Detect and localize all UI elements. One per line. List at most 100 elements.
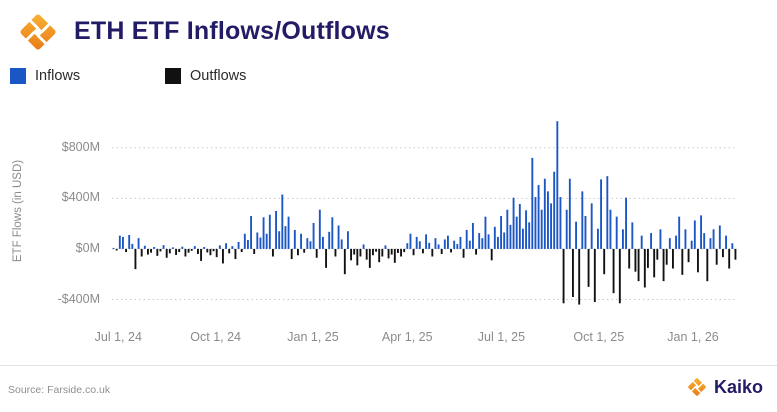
inflow-bar (725, 235, 728, 249)
outflow-bar (365, 248, 368, 260)
outflow-bar (618, 248, 621, 304)
inflow-bar (193, 246, 196, 249)
outflow-bar (359, 248, 362, 257)
inflow-bar (731, 243, 734, 249)
inflow-bar (384, 245, 387, 249)
inflow-bar (534, 197, 537, 249)
inflow-bar (281, 194, 284, 249)
inflow-bar (225, 243, 228, 249)
inflow-bar (328, 231, 331, 249)
inflow-bar (118, 235, 121, 249)
outflow-bar (393, 248, 396, 263)
inflow-bar (668, 238, 671, 249)
inflow-bar (690, 240, 693, 249)
inflow-bar (622, 229, 624, 249)
inflow-bar (447, 235, 449, 249)
inflow-bar (415, 236, 418, 249)
outflow-bar (200, 248, 203, 261)
outflow-bar (403, 248, 406, 253)
inflow-bar (500, 216, 503, 249)
outflow-bar (381, 248, 384, 257)
outflow-bar (662, 248, 665, 282)
inflow-bar (600, 179, 603, 249)
outflow-bar (159, 248, 162, 252)
bars-chart (112, 121, 737, 305)
inflow-bar (172, 247, 174, 249)
outflow-bar (165, 248, 168, 258)
inflow-bar (268, 214, 271, 249)
inflow-bar (418, 241, 421, 249)
inflow-bar (497, 236, 499, 249)
outflow-bar (593, 248, 596, 303)
inflow-bar (481, 238, 484, 249)
outflow-bar (222, 248, 224, 264)
outflow-bar (450, 248, 453, 253)
outflow-bar (387, 248, 390, 259)
inflow-bar (678, 216, 681, 249)
inflow-bar (512, 197, 515, 249)
outflow-bar (168, 248, 171, 254)
inflow-bar (503, 232, 506, 249)
inflow-bar (278, 231, 281, 249)
outflow-bar (462, 248, 465, 258)
inflow-bar (590, 203, 593, 249)
y-tick-label: $400M (61, 190, 100, 205)
inflow-bar (493, 226, 496, 249)
source-text: Source: Farside.co.uk (8, 384, 111, 396)
outflow-bar (372, 248, 374, 256)
inflow-bar (650, 233, 653, 249)
inflow-bar (547, 191, 549, 249)
outflow-bar (356, 248, 359, 266)
inflow-bar (409, 233, 412, 249)
inflow-bar (340, 239, 343, 249)
x-tick-label: Jan 1, 25 (287, 330, 339, 344)
outflow-bar (187, 248, 190, 253)
inflow-bar (284, 226, 287, 249)
outflow-bar (572, 248, 574, 297)
x-tick-label: Oct 1, 24 (190, 330, 242, 344)
outflow-bar (378, 248, 381, 263)
inflow-bar (515, 216, 518, 249)
y-tick-label: $0M (75, 240, 100, 255)
inflow-bar (575, 221, 578, 249)
footer-divider (0, 365, 777, 366)
inflow-bar (137, 238, 140, 249)
inflow-bar (528, 222, 531, 249)
inflow-bar (584, 216, 587, 249)
inflow-bar (425, 234, 428, 249)
inflow-bar (568, 178, 571, 249)
inflow-bar (443, 239, 446, 249)
outflow-bar (562, 248, 565, 304)
inflow-bar (262, 217, 265, 249)
outflow-bar (728, 248, 731, 269)
inflow-bar (550, 203, 553, 249)
outflow-bar (578, 248, 581, 305)
inflow-bar (456, 244, 459, 249)
outflow-bar (334, 248, 337, 257)
inflow-bar (537, 185, 540, 249)
outflow-bar (290, 248, 293, 260)
inflow-bar (128, 235, 131, 249)
outflow-bar (147, 248, 149, 255)
outflow-bar (175, 248, 178, 255)
outflow-bar (325, 248, 328, 268)
inflow-bar (468, 240, 471, 249)
x-tick-label: Jul 1, 24 (94, 330, 142, 344)
inflow-bar (565, 209, 568, 249)
inflow-bar (675, 235, 678, 249)
outflow-bar (400, 248, 403, 257)
inflow-bar (112, 247, 115, 249)
outflow-bar (653, 248, 656, 278)
inflow-bar (559, 197, 562, 249)
inflow-bar (243, 233, 246, 249)
inflow-bar (693, 220, 696, 249)
outflow-bar (156, 248, 159, 256)
outflow-bar (178, 248, 181, 253)
inflows-swatch-icon (10, 68, 26, 84)
inflow-bar (703, 233, 706, 249)
brand: Kaiko (686, 376, 763, 398)
y-axis-labels: $800M $400M $0M -$400M (0, 106, 104, 321)
kaiko-logo-footer-icon (688, 378, 706, 396)
inflow-bar (250, 216, 253, 249)
